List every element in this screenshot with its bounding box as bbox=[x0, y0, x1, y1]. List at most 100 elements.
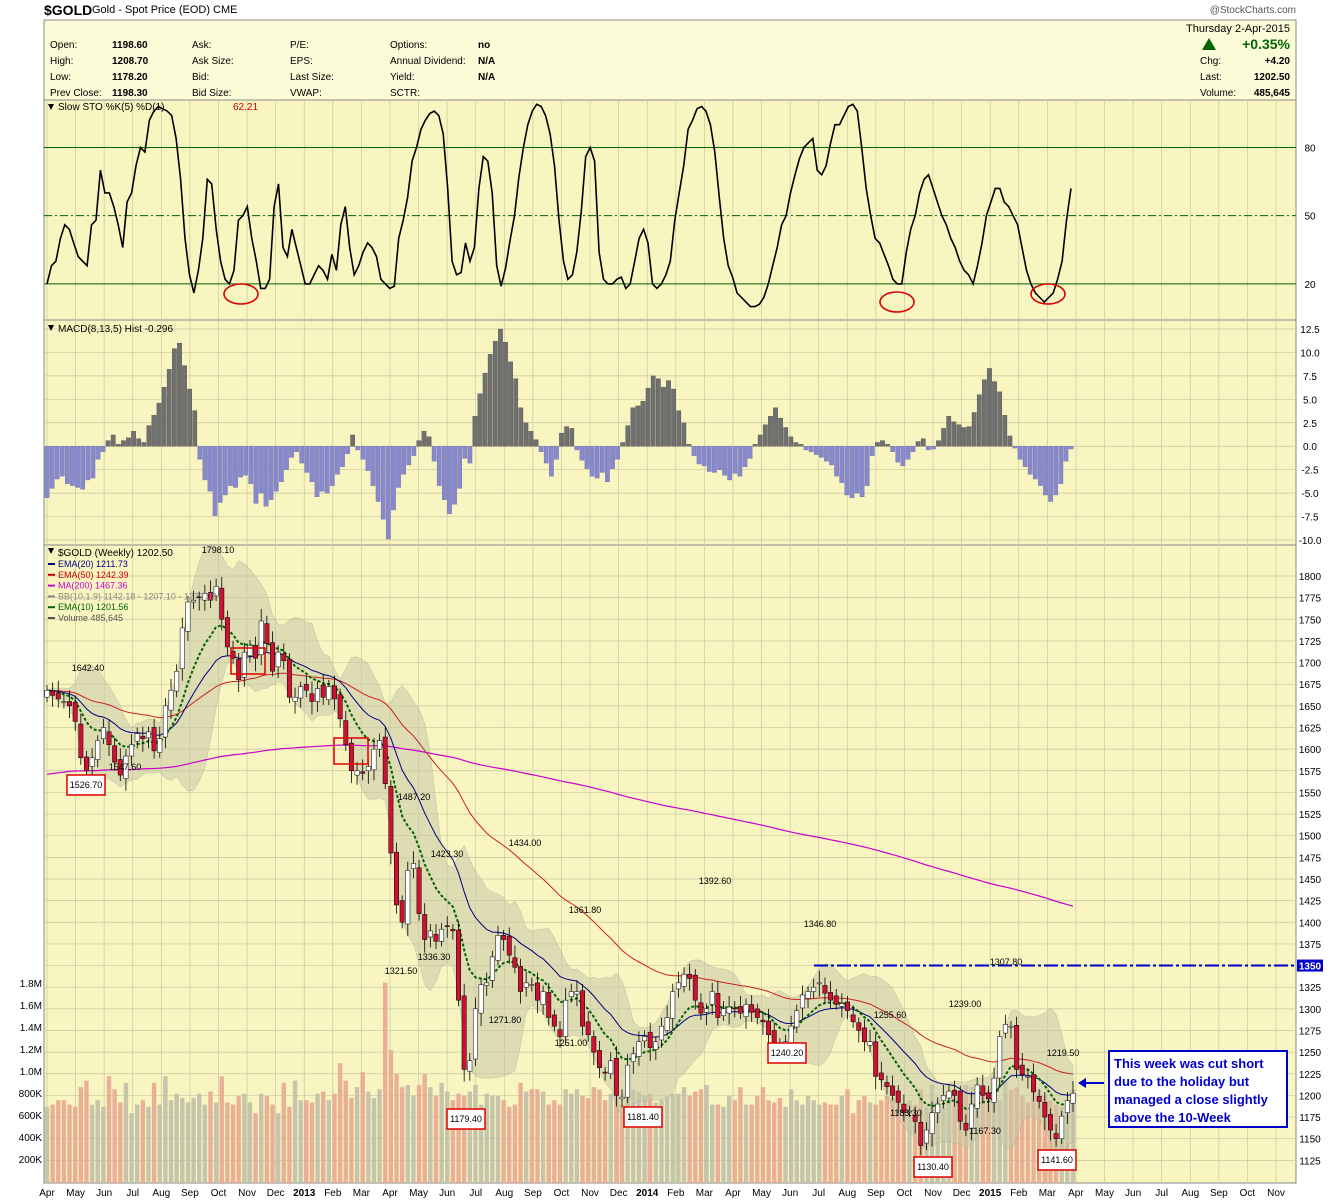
macd-tick-label: 12.5 bbox=[1300, 325, 1320, 336]
candle-body bbox=[44, 690, 50, 698]
volume-tick-label: 200K bbox=[19, 1155, 43, 1166]
volume-bar bbox=[1042, 1095, 1048, 1183]
candle-body bbox=[241, 651, 247, 678]
volume-bar bbox=[202, 1104, 208, 1183]
candle-body bbox=[247, 644, 253, 656]
volume-bar bbox=[614, 1093, 619, 1183]
macd-bar bbox=[574, 446, 580, 451]
macd-bar bbox=[885, 444, 890, 447]
x-tick-label: Dec bbox=[267, 1188, 285, 1199]
volume-bar bbox=[326, 1100, 332, 1183]
macd-bar bbox=[839, 446, 845, 483]
candle-body bbox=[303, 683, 309, 691]
candle-body bbox=[873, 1041, 879, 1077]
candle-body bbox=[84, 756, 89, 772]
candle-body bbox=[811, 986, 817, 992]
volume-bar bbox=[309, 1102, 315, 1183]
macd-bar bbox=[869, 446, 875, 456]
candle-body bbox=[997, 1036, 1003, 1079]
volume-bar bbox=[608, 1093, 613, 1183]
candle-body bbox=[506, 935, 512, 956]
macd-bar bbox=[946, 416, 952, 447]
quote-value: 1198.60 bbox=[112, 40, 148, 51]
macd-bar bbox=[533, 439, 539, 447]
highlight-box bbox=[230, 647, 266, 675]
candle-body bbox=[332, 685, 337, 700]
candle-body bbox=[642, 1036, 648, 1042]
symbol-description: Gold - Spot Price (EOD) bbox=[92, 4, 210, 16]
macd-bar bbox=[1063, 446, 1069, 462]
candle-body bbox=[337, 694, 343, 720]
macd-bar bbox=[202, 446, 208, 481]
macd-bar bbox=[161, 386, 167, 447]
candle-body bbox=[884, 1082, 890, 1088]
macd-bar bbox=[971, 412, 977, 447]
price-tick-label: 1425 bbox=[1299, 897, 1322, 908]
volume-bar bbox=[890, 1098, 895, 1183]
macd-bar bbox=[1002, 415, 1008, 447]
volume-bar bbox=[101, 1106, 106, 1183]
x-tick-label: Jul bbox=[812, 1188, 825, 1199]
macd-bar bbox=[808, 446, 814, 452]
macd-tick-label: -2.5 bbox=[1301, 466, 1319, 477]
candle-body bbox=[546, 992, 552, 1018]
price-tick-label: 1400 bbox=[1299, 918, 1322, 929]
quote-label: Annual Dividend: bbox=[390, 56, 466, 67]
macd-bar bbox=[635, 405, 641, 447]
volume-bar bbox=[721, 1106, 726, 1183]
boxed-label-frame bbox=[767, 1042, 807, 1064]
volume-bar bbox=[552, 1100, 557, 1183]
volume-bar bbox=[619, 1104, 625, 1183]
candle-body bbox=[963, 1122, 969, 1131]
macd-bar bbox=[416, 440, 422, 447]
macd-bar bbox=[166, 369, 172, 447]
candle-body bbox=[1031, 1074, 1036, 1093]
candle-body bbox=[151, 727, 157, 752]
candle-body bbox=[67, 701, 72, 707]
sto-tick-label: 50 bbox=[1304, 212, 1316, 223]
price-label: 1321.50 bbox=[385, 966, 418, 976]
volume-bar bbox=[78, 1087, 84, 1183]
macd-bar bbox=[956, 424, 962, 447]
macd-bar bbox=[263, 446, 269, 507]
volume-bar bbox=[636, 1091, 642, 1183]
volume-tick-label: 1.4M bbox=[20, 1023, 42, 1034]
volume-bar bbox=[670, 1093, 675, 1183]
candle-body bbox=[236, 658, 242, 681]
price-tick-label: 1725 bbox=[1299, 637, 1322, 648]
volume-bar bbox=[467, 1091, 473, 1183]
volume-bar bbox=[163, 1076, 168, 1183]
quote-label: Options: bbox=[390, 40, 427, 51]
macd-bar bbox=[640, 401, 646, 447]
macd-bar bbox=[360, 446, 366, 460]
quote-value: 1178.20 bbox=[112, 72, 148, 83]
macd-bar bbox=[951, 421, 957, 447]
candle-body bbox=[467, 1060, 473, 1072]
candle-body bbox=[726, 1006, 732, 1014]
volume-bar bbox=[270, 1104, 275, 1183]
volume-bar bbox=[337, 1063, 343, 1183]
volume-tick-label: 1.0M bbox=[20, 1067, 42, 1078]
macd-bar bbox=[1017, 446, 1023, 460]
candle-body bbox=[709, 991, 715, 1005]
volume-bar bbox=[416, 1085, 422, 1183]
volume-bar bbox=[1031, 1080, 1036, 1183]
ema20-line bbox=[46, 651, 1074, 1096]
price-label: 1642.40 bbox=[72, 663, 105, 673]
volume-bar bbox=[321, 1091, 326, 1183]
x-tick-label: Aug bbox=[495, 1188, 513, 1199]
candle-body bbox=[89, 757, 95, 767]
volume-bar bbox=[247, 1102, 253, 1183]
macd-bar bbox=[110, 434, 116, 447]
macd-bar bbox=[594, 446, 600, 479]
quote-value: N/A bbox=[478, 72, 495, 83]
boxed-label-frame bbox=[446, 1108, 486, 1130]
volume-bar bbox=[422, 1074, 427, 1183]
candle-body bbox=[551, 1014, 557, 1027]
volume-bar bbox=[461, 1095, 467, 1183]
macd-bar bbox=[329, 446, 335, 486]
candle-body bbox=[427, 930, 433, 938]
macd-bar bbox=[187, 388, 192, 447]
volume-bar bbox=[287, 1106, 292, 1183]
price-label: 1183.30 bbox=[890, 1108, 922, 1118]
